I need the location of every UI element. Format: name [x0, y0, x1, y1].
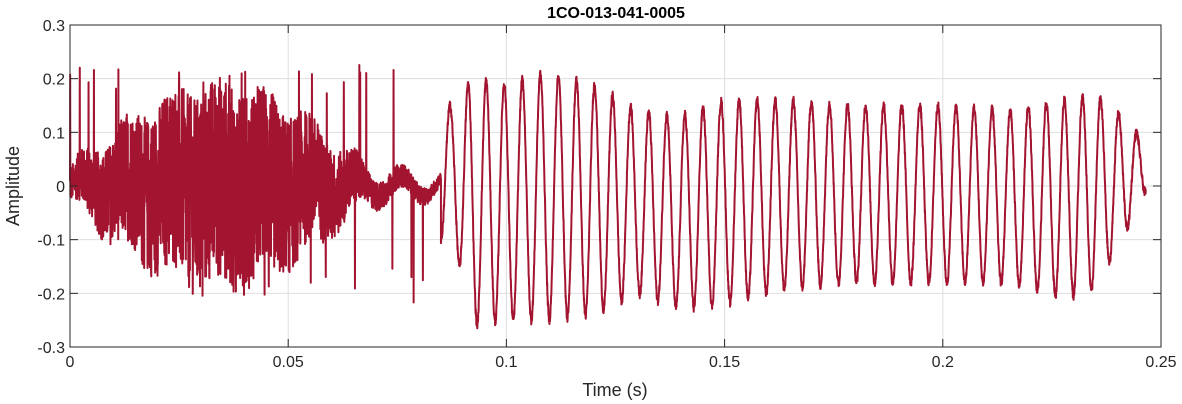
- x-tick-label: 0.1: [495, 354, 517, 371]
- y-tick-label: -0.1: [37, 233, 65, 250]
- y-axis-label: Amplitude: [3, 146, 23, 226]
- x-tick-label: 0: [66, 354, 75, 371]
- x-tick-label: 0.25: [1145, 354, 1176, 371]
- series-layer: [69, 63, 1147, 330]
- chart-title: 1CO-013-041-0005: [547, 5, 685, 22]
- x-tick-labels: 0 0.05 0.1 0.15 0.2 0.25: [66, 354, 1177, 371]
- x-axis-label: Time (s): [582, 380, 647, 400]
- y-tick-label: 0.3: [43, 18, 65, 35]
- plot-area: [69, 24, 1162, 348]
- y-tick-label: 0: [56, 179, 65, 196]
- x-tick-label: 0.2: [932, 354, 954, 371]
- waveform-line: [69, 63, 1147, 330]
- y-tick-label: 0.2: [43, 72, 65, 89]
- y-tick-labels: 0.3 0.2 0.1 0 -0.1 -0.2 -0.3: [37, 18, 65, 357]
- y-tick-label: -0.3: [37, 340, 65, 357]
- tick-marks: [69, 24, 1162, 348]
- y-tick-label: 0.1: [43, 125, 65, 142]
- x-tick-label: 0.15: [709, 354, 740, 371]
- x-tick-label: 0.05: [273, 354, 304, 371]
- y-tick-label: -0.2: [37, 286, 65, 303]
